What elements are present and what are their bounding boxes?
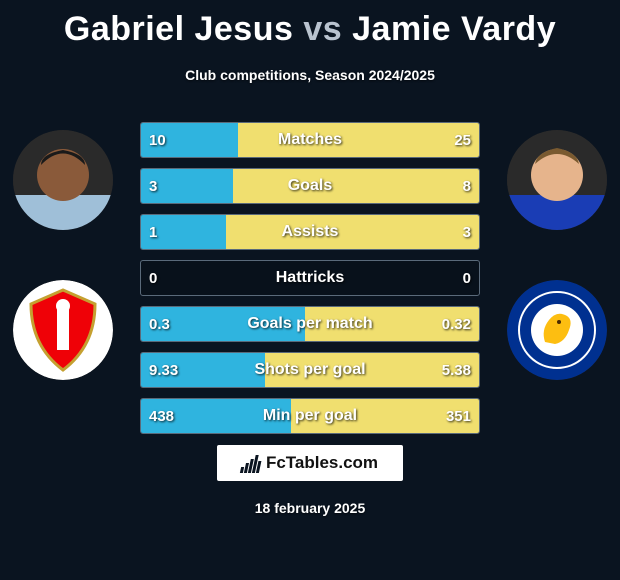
stat-row: Hattricks0 0 — [140, 260, 480, 296]
stat-bar-left — [141, 353, 265, 387]
stat-bar-right — [305, 307, 479, 341]
vs-text: vs — [303, 10, 342, 48]
stat-bar-left — [141, 123, 238, 157]
subtitle: Club competitions, Season 2024/2025 — [0, 67, 620, 83]
stat-bar-left — [141, 399, 291, 433]
stat-row: Goals per match0.30.32 — [140, 306, 480, 342]
footer-date: 18 february 2025 — [0, 500, 620, 516]
player1-avatar — [13, 130, 113, 230]
stat-row: Min per goal438351 — [140, 398, 480, 434]
stat-bar-left — [141, 307, 305, 341]
stat-row: Matches1025 — [140, 122, 480, 158]
player2-avatar — [507, 130, 607, 230]
stat-row: Goals38 — [140, 168, 480, 204]
player1-name: Gabriel Jesus — [64, 10, 294, 48]
stat-row: Assists13 — [140, 214, 480, 250]
stat-bar-right — [233, 169, 479, 203]
stat-bar-right — [291, 399, 479, 433]
stat-bar-left — [141, 169, 233, 203]
stat-value-left: 0 — [141, 261, 165, 295]
stats-panel: Matches1025 Goals38 Assists13 Hattricks0 0 Go… — [140, 122, 480, 444]
stat-bar-right — [238, 123, 479, 157]
club1-badge — [13, 280, 113, 380]
chart-bars-icon — [240, 453, 264, 473]
stat-label: Hattricks — [141, 261, 479, 295]
stat-bar-right — [265, 353, 479, 387]
stat-bar-left — [141, 215, 226, 249]
left-column — [8, 130, 118, 380]
stat-value-right: 0 — [455, 261, 479, 295]
fctables-logo: FcTables.com — [217, 445, 403, 481]
club2-badge — [507, 280, 607, 380]
stat-row: Shots per goal9.335.38 — [140, 352, 480, 388]
player2-name: Jamie Vardy — [352, 10, 556, 48]
logo-text: FcTables.com — [266, 453, 378, 473]
comparison-title: Gabriel Jesus vs Jamie Vardy — [0, 0, 620, 49]
stat-bar-right — [226, 215, 480, 249]
right-column — [502, 130, 612, 380]
